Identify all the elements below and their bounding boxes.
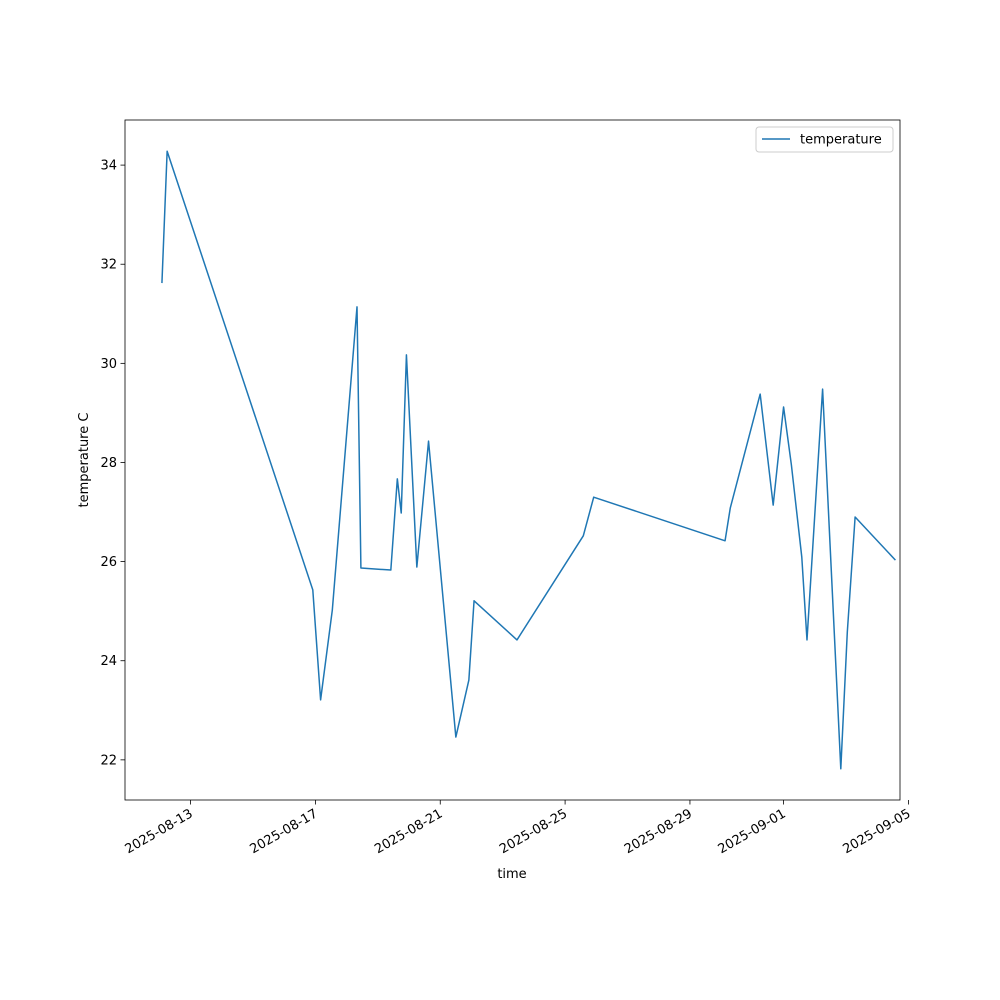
plot-frame [124, 119, 901, 801]
y-tick-label: 32 [100, 258, 117, 273]
y-tick-label: 28 [100, 456, 117, 471]
legend-box [755, 126, 894, 153]
y-tick-label: 22 [100, 753, 117, 768]
y-axis-label: temperature C [77, 413, 92, 508]
y-tick-label: 24 [100, 654, 117, 669]
x-axis-label: time [497, 867, 526, 882]
y-tick-label: 30 [100, 357, 117, 372]
legend-label: temperature [800, 133, 882, 148]
data-line [161, 150, 896, 770]
y-tick-label: 26 [100, 555, 117, 570]
y-tick-label: 34 [100, 159, 117, 174]
